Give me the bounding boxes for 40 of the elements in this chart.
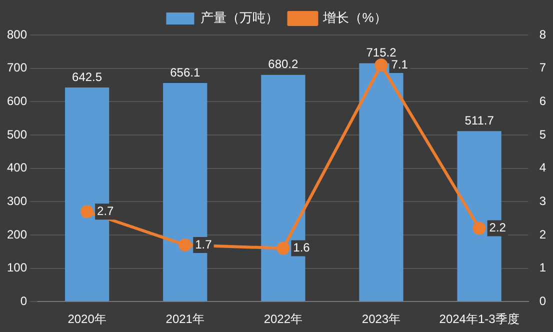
y-tick-label: 100	[6, 260, 28, 275]
y2-tick-label: 8	[539, 27, 546, 42]
x-tick-label: 2023年	[362, 312, 401, 326]
y-tick-label: 400	[6, 160, 28, 175]
x-tick-label: 2021年	[166, 312, 204, 326]
y2-tick-label: 6	[539, 94, 546, 108]
legend-label: 产量（万吨）	[200, 10, 279, 26]
data-label: 656.1	[170, 65, 200, 80]
point	[472, 222, 486, 235]
y-tick-label: 200	[6, 227, 28, 242]
legend-label: 增长（%）	[322, 10, 387, 26]
data-label: 1.6	[293, 240, 310, 255]
data-label: 1.7	[195, 237, 212, 252]
data-label: 2.2	[489, 220, 506, 235]
y2-tick-label: 7	[539, 60, 546, 75]
y2-tick-label: 4	[539, 160, 546, 175]
point	[276, 242, 290, 255]
y2-tick-label: 3	[539, 194, 546, 208]
y2-tick-label: 1	[539, 260, 546, 275]
point	[374, 58, 388, 72]
point	[178, 238, 192, 252]
y-tick-label: 300	[6, 194, 28, 208]
data-label: 715.2	[366, 46, 397, 60]
y-tick-label: 0	[20, 294, 28, 308]
data-label: 680.2	[268, 57, 299, 72]
data-label: 7.1	[391, 57, 408, 72]
y-tick-label: 700	[6, 60, 28, 75]
x-tick-label: 2020年	[68, 312, 106, 326]
x-tick-label: 2024年1-3季度	[439, 312, 520, 326]
y-tick-label: 800	[6, 27, 28, 42]
data-label: 2.7	[97, 204, 114, 218]
data-label: 511.7	[464, 113, 494, 128]
y2-tick-label: 0	[539, 294, 546, 308]
y-tick-label: 600	[6, 94, 28, 108]
y2-tick-label: 5	[539, 127, 546, 142]
y2-tick-label: 2	[539, 227, 546, 242]
y-tick-label: 500	[6, 127, 28, 142]
x-tick-label: 2022年	[264, 312, 303, 326]
point	[80, 205, 94, 218]
data-label: 642.5	[72, 70, 102, 84]
